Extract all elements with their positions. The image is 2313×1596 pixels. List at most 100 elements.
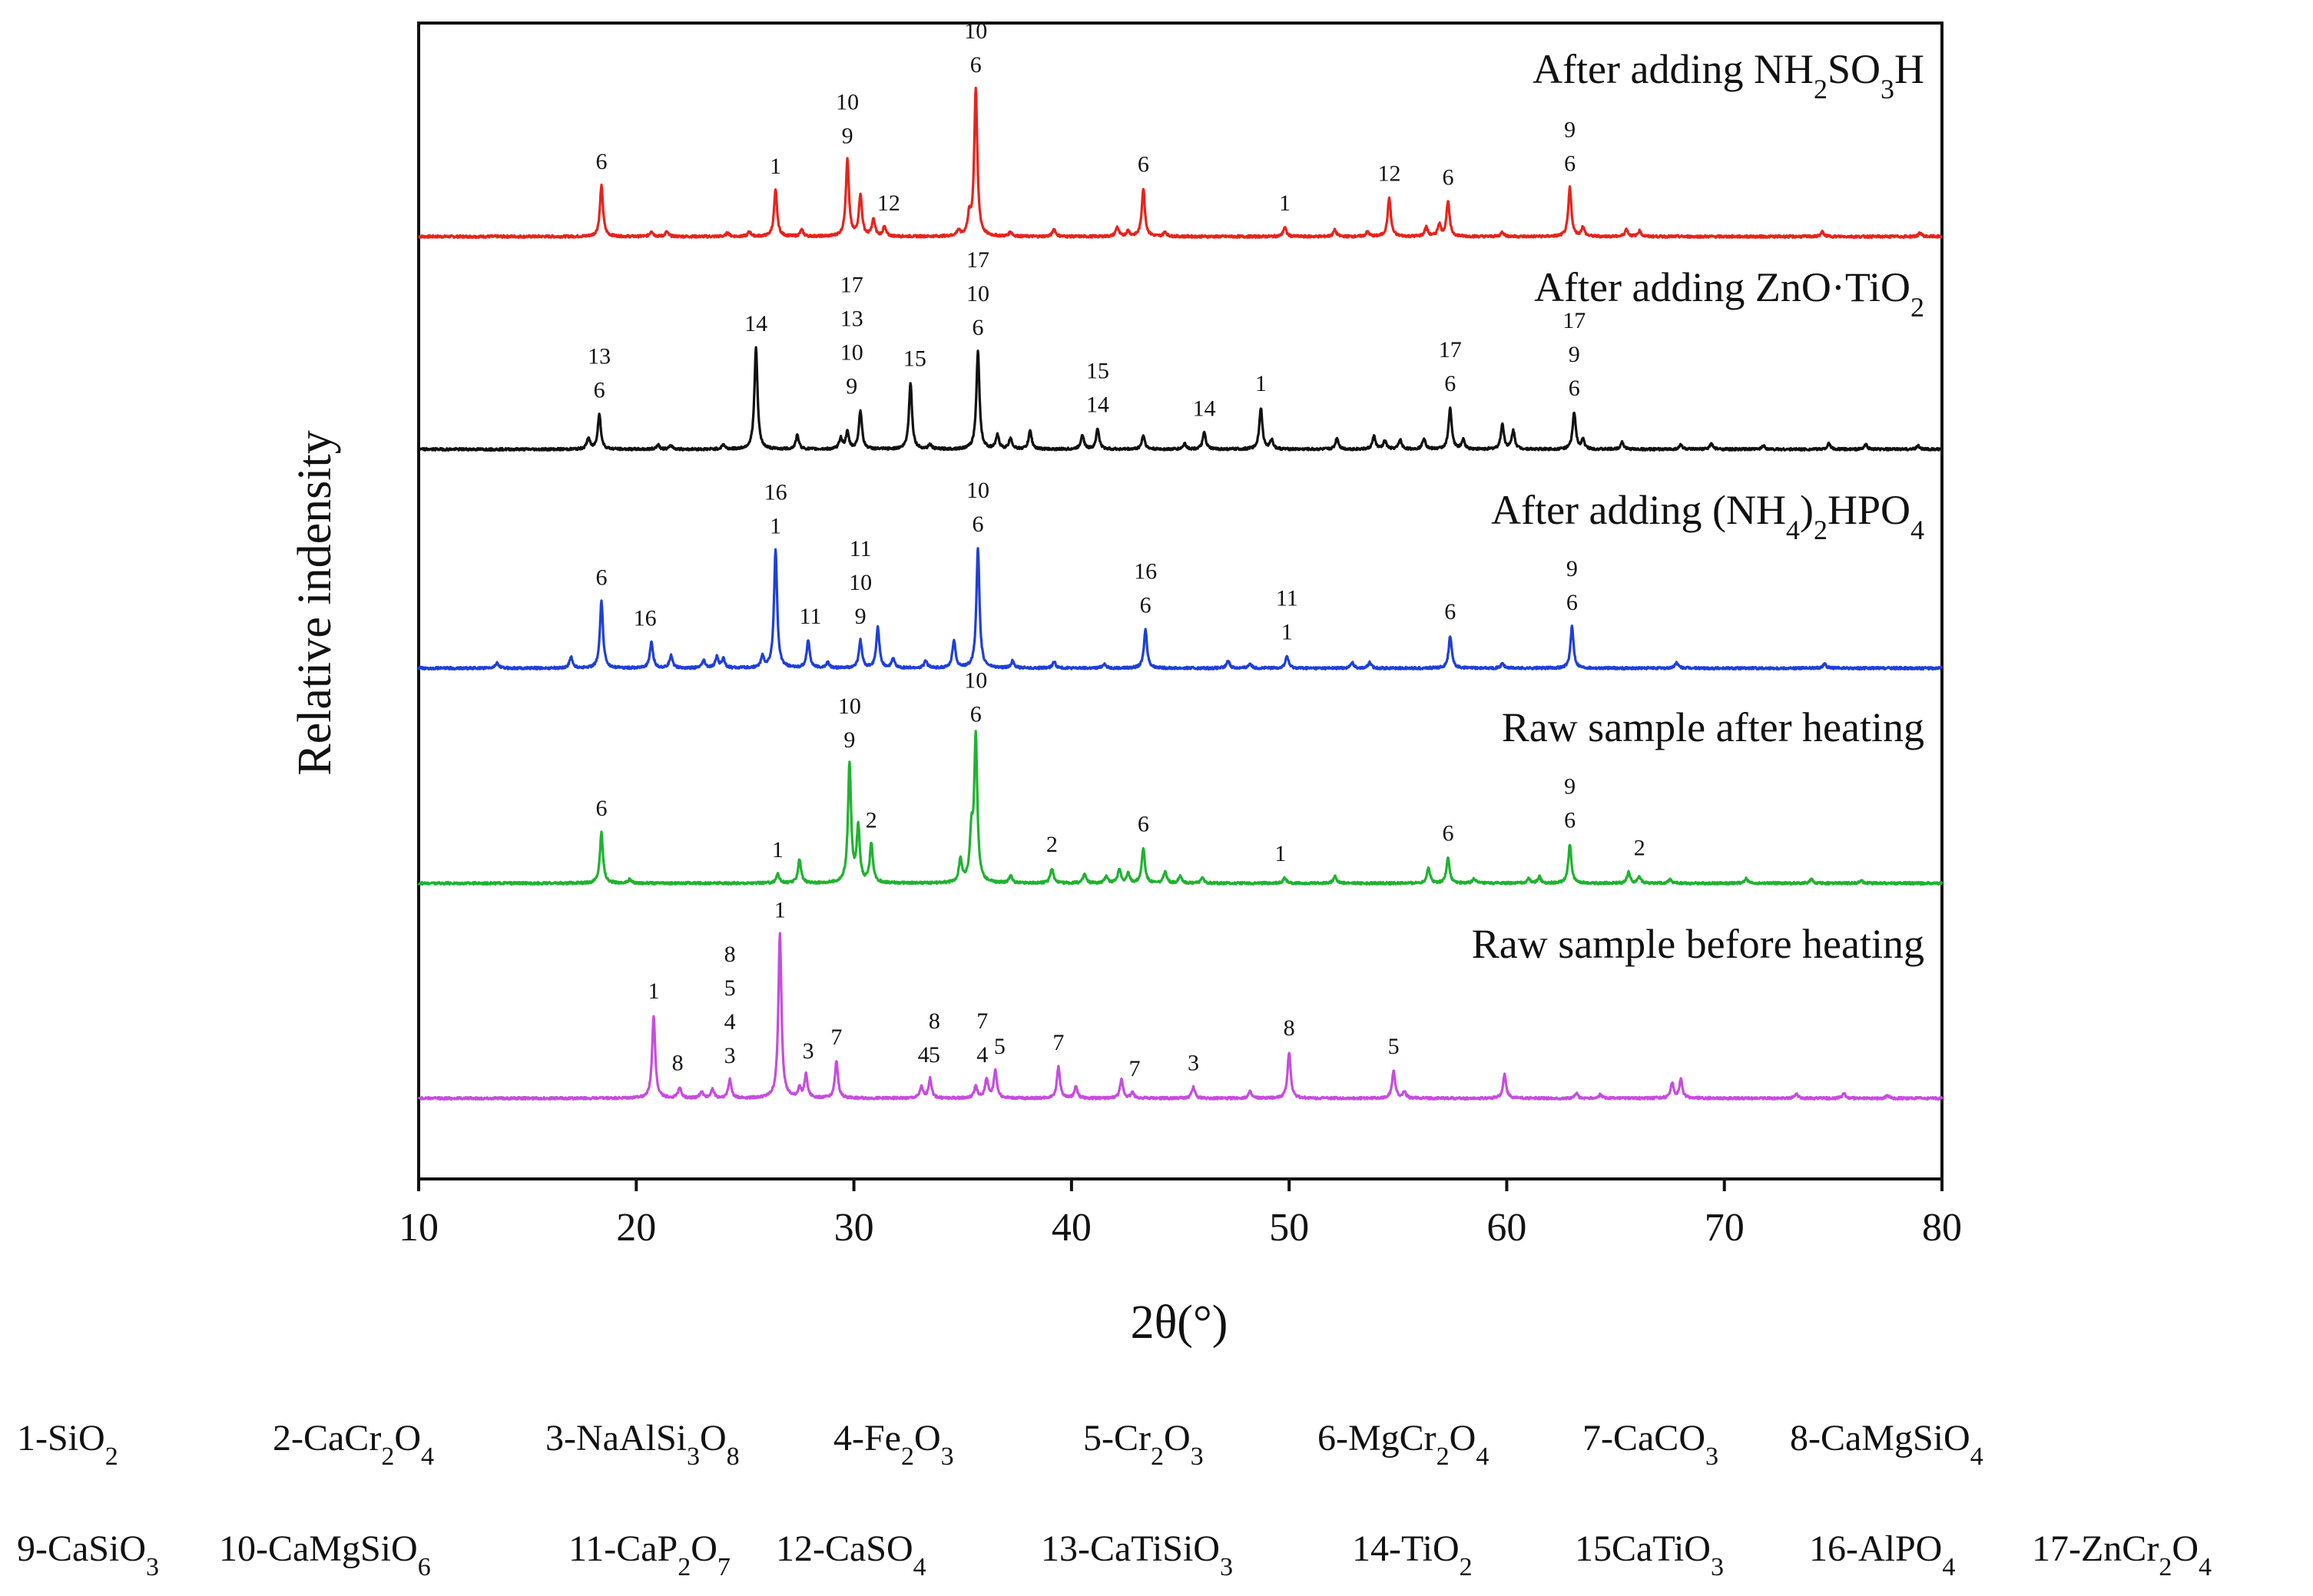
legend-item: 7-CaCO3 [1582, 1418, 1718, 1471]
peak-label: 11 [799, 604, 821, 629]
peak-label: 1 [1279, 190, 1291, 216]
peak-label: 17 [840, 273, 863, 298]
peak-label: 7 [1052, 1030, 1064, 1055]
legend-item: 9-CaSiO3 [17, 1528, 159, 1581]
peak-label: 10 [838, 694, 861, 719]
peak-label: 15 [1086, 359, 1109, 384]
peak-label: 14 [744, 311, 767, 336]
legend-item: 5-Cr2O3 [1083, 1418, 1204, 1471]
series-line [418, 86, 1943, 240]
peak-label: 6 [1564, 151, 1576, 176]
peak-label: 13 [840, 306, 863, 332]
peak-label: 6 [595, 149, 607, 174]
peak-label: 1 [772, 837, 784, 863]
legend-item: 13-CaTiSiO3 [1041, 1528, 1233, 1581]
peak-label: 5 [929, 1042, 940, 1068]
peak-label: 8 [672, 1051, 684, 1076]
legend-item: 6-MgCr2O4 [1317, 1418, 1489, 1471]
peak-label: 11 [1276, 585, 1298, 611]
x-axis: 10 20 30 40 50 60 70 80 [399, 1179, 1962, 1250]
peak-label: 1 [648, 978, 659, 1004]
legend-item: 4-Fe2O3 [833, 1418, 954, 1471]
peak-label: 12 [1377, 161, 1400, 187]
peak-label: 4 [724, 1009, 736, 1035]
peak-label: 6 [594, 377, 605, 402]
peak-label: 1 [770, 513, 781, 538]
series-group: 6 1 10 9 12 10 6 6 1 12 6 9 6 After adding NH2SO3H [418, 18, 1943, 240]
peak-label: 3 [1188, 1051, 1199, 1076]
peak-label: 6 [970, 702, 982, 727]
series-label: After adding ZnO·TiO2 [1534, 264, 1924, 323]
peak-label: 2 [866, 808, 877, 833]
series-label: After adding NH2SO3H [1533, 46, 1924, 104]
peak-label: 17 [1562, 308, 1586, 333]
peak-label: 7 [830, 1025, 842, 1050]
peak-label: 5 [724, 975, 736, 1001]
peak-label: 3 [803, 1038, 814, 1064]
peak-label: 8 [1284, 1015, 1295, 1041]
peak-label: 5 [1388, 1034, 1400, 1059]
legend-item: 8-CaMgSiO4 [1790, 1418, 1983, 1471]
peak-label: 5 [994, 1034, 1006, 1059]
peak-label: 6 [1444, 371, 1456, 396]
peak-label: 6 [1444, 599, 1456, 624]
peak-label: 10 [964, 668, 987, 694]
peak-label: 3 [724, 1043, 736, 1068]
peak-label: 9 [1564, 117, 1576, 142]
legend-item: 14-TiO2 [1352, 1528, 1473, 1581]
series-label: Raw sample before heating [1472, 921, 1924, 967]
peak-label: 7 [976, 1008, 988, 1034]
legend-item: 17-ZnCr2O4 [2032, 1528, 2212, 1581]
peak-label: 1 [1255, 371, 1267, 396]
series-label: After adding (NH4)2HPO4 [1491, 487, 1924, 545]
peak-label: 13 [588, 343, 611, 369]
legend-item: 12-CaSO4 [776, 1528, 926, 1581]
series-line [418, 346, 1944, 452]
x-tick-label: 70 [1705, 1206, 1745, 1250]
phase-legend: 1-SiO2 2-CaCr2O4 3-NaAlSi3O8 4-Fe2O3 5-Cr2O3… [17, 1418, 2212, 1581]
series-line [417, 932, 1944, 1101]
peak-label: 9 [855, 604, 867, 629]
peak-label: 11 [850, 536, 872, 561]
peak-label: 10 [966, 478, 989, 503]
peak-label: 10 [966, 281, 989, 306]
peak-label: 4 [976, 1042, 988, 1068]
x-tick-label: 80 [1922, 1206, 1962, 1250]
peak-label: 16 [1134, 559, 1157, 584]
legend-item: 1-SiO2 [17, 1418, 118, 1471]
peak-label: 6 [1138, 152, 1149, 177]
peak-label: 16 [634, 605, 657, 631]
plot-frame [417, 22, 1944, 1180]
peak-label: 8 [929, 1008, 940, 1034]
peak-label: 6 [1442, 164, 1453, 190]
x-tick-label: 20 [616, 1206, 656, 1250]
peak-label: 6 [973, 512, 984, 537]
peak-label: 10 [849, 570, 872, 595]
peak-label: 1 [1281, 619, 1293, 644]
peak-label: 10 [836, 89, 859, 114]
peak-label: 6 [1566, 590, 1578, 615]
peak-label: 9 [1564, 774, 1576, 800]
legend-item: 3-NaAlSi3O8 [545, 1418, 740, 1471]
series-label: Raw sample after heating [1502, 704, 1924, 750]
peak-label: 16 [764, 479, 787, 505]
peak-label: 9 [842, 123, 853, 148]
peak-label: 2 [1634, 836, 1645, 861]
series-line [417, 547, 1944, 671]
x-tick-label: 60 [1486, 1206, 1526, 1250]
series-group: 6 1 10 9 2 10 6 2 6 1 6 9 6 2 Raw sample after heating [417, 668, 1944, 886]
x-tick-label: 30 [834, 1206, 874, 1250]
peak-label: 6 [1569, 376, 1580, 401]
peak-label: 17 [1439, 337, 1462, 363]
peak-label: 17 [966, 247, 989, 273]
peak-label: 7 [1129, 1056, 1141, 1081]
peak-label: 9 [1566, 556, 1578, 581]
peak-label: 9 [843, 727, 855, 753]
y-axis-label: Relative indensity [289, 430, 341, 775]
peak-label: 8 [724, 942, 736, 967]
series-group: 13 6 14 17 13 10 9 15 17 10 6 15 14 14 1 17 6 17 9 6 After a… [418, 247, 1944, 452]
